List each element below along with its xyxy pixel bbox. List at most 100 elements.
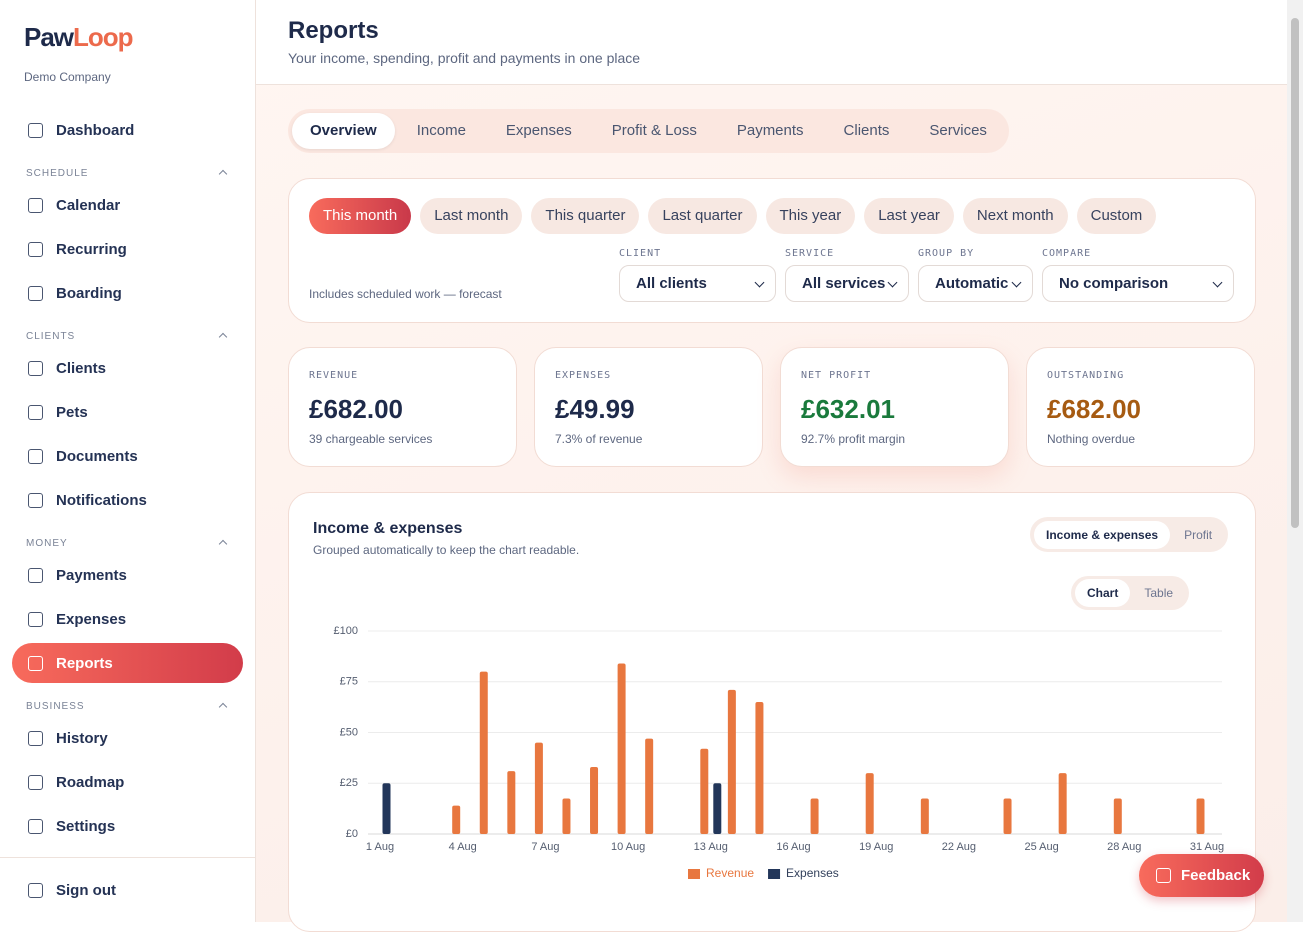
page-subtitle: Your income, spending, profit and paymen…	[288, 50, 641, 66]
x-tick-label: 22 Aug	[942, 841, 976, 853]
kpi-label: EXPENSES	[555, 370, 612, 381]
tab[interactable]: Payments	[736, 122, 804, 139]
y-tick-label: £75	[340, 676, 358, 688]
period-pill[interactable]: This quarter	[531, 198, 640, 234]
select-value: All clients	[636, 275, 707, 292]
nav-label: Expenses	[56, 610, 127, 628]
feedback-button[interactable]: Feedback	[1139, 854, 1264, 897]
sidebar: PawLoop Demo Company Dashboard SCHEDULE …	[0, 0, 256, 922]
kpi-sub: 92.7% profit margin	[801, 432, 906, 446]
nav-item[interactable]: History	[12, 718, 243, 758]
nav-item[interactable]: Roadmap	[12, 762, 243, 802]
tab[interactable]: Overview	[292, 113, 395, 149]
bar	[562, 798, 571, 834]
panel-title: Income & expenses	[313, 520, 463, 537]
select-value: All services	[802, 275, 886, 292]
period-pill[interactable]: Last month	[420, 198, 523, 234]
period-pill[interactable]: This year	[765, 198, 856, 234]
mode-option[interactable]: Income & expenses	[1034, 520, 1171, 549]
section-title: SCHEDULE	[26, 168, 89, 179]
view-toggle: Chart Table	[1071, 576, 1190, 610]
y-tick-label: £100	[334, 625, 358, 637]
nav-item[interactable]: Settings	[12, 806, 243, 846]
header	[256, 0, 1287, 85]
nav-label: Boarding	[56, 284, 122, 302]
tabs: Overview Income Expenses Profit & Loss Payme…	[288, 109, 1009, 153]
section-title: MONEY	[26, 538, 68, 549]
nav-item[interactable]: Pets	[12, 392, 243, 432]
nav-label: Payments	[56, 566, 127, 584]
y-tick-label: £25	[340, 777, 358, 789]
kpi-value: £632.01	[801, 394, 895, 424]
select[interactable]: Automatic	[918, 265, 1033, 302]
period-pill[interactable]: This month	[309, 198, 412, 234]
chevron	[1212, 277, 1223, 288]
kpi-label: REVENUE	[309, 370, 359, 381]
nav-item[interactable]: Expenses	[12, 599, 243, 639]
tab[interactable]: Income	[416, 122, 466, 139]
period-pill[interactable]: Next month	[962, 198, 1068, 234]
nav-label: Settings	[56, 817, 116, 835]
kpi-sub: 39 chargeable services	[309, 432, 433, 446]
section-title: BUSINESS	[26, 701, 85, 712]
kpi-value: £49.99	[555, 394, 635, 424]
nav-section[interactable]: MONEY	[26, 538, 230, 549]
kpi-label: NET PROFIT	[801, 370, 872, 381]
period-pill[interactable]: Last year	[864, 198, 954, 234]
x-tick-label: 10 Aug	[611, 841, 645, 853]
forecast-note: Includes scheduled work — forecast	[309, 287, 502, 301]
x-tick-label: 25 Aug	[1024, 841, 1058, 853]
select[interactable]: All services	[785, 265, 909, 302]
sign-out[interactable]: Sign out	[12, 870, 243, 910]
nav-item[interactable]: Payments	[12, 555, 243, 595]
kpi-label: OUTSTANDING	[1047, 370, 1125, 381]
x-tick-label: 19 Aug	[859, 841, 893, 853]
tab[interactable]: Expenses	[505, 122, 572, 139]
tab[interactable]: Clients	[843, 122, 890, 139]
nav-item[interactable]: Recurring	[12, 229, 243, 269]
tab[interactable]: Profit & Loss	[611, 122, 697, 139]
bar	[382, 783, 391, 834]
scrollbar	[1287, 0, 1303, 922]
chevron	[1011, 277, 1022, 288]
nav-item[interactable]: Reports	[12, 643, 243, 683]
filter-label: GROUP BY	[918, 248, 975, 259]
brand: PawLoop	[24, 22, 134, 53]
view-option[interactable]: Chart	[1075, 579, 1131, 607]
nav-section[interactable]: SCHEDULE	[26, 168, 230, 179]
kpi-value: £682.00	[309, 394, 403, 424]
legend-swatch	[688, 869, 700, 879]
bar	[479, 671, 488, 834]
button-label: Feedback	[1181, 867, 1251, 884]
kpi-card: EXPENSES £49.99 7.3% of revenue	[534, 347, 763, 467]
nav-label: Roadmap	[56, 773, 125, 791]
tab[interactable]: Services	[929, 122, 987, 139]
period-pill[interactable]: Custom	[1076, 198, 1157, 234]
legend-label: Expenses	[786, 866, 839, 880]
nav-section[interactable]: BUSINESS	[26, 701, 230, 712]
nav-item[interactable]: Dashboard	[12, 110, 243, 150]
bar	[727, 689, 736, 834]
period-pill[interactable]: Last quarter	[648, 198, 757, 234]
nav-item[interactable]: Clients	[12, 348, 243, 388]
kpi-sub: 7.3% of revenue	[555, 432, 643, 446]
nav-item[interactable]: Boarding	[12, 273, 243, 313]
y-tick-label: £50	[340, 726, 358, 738]
nav-section[interactable]: CLIENTS	[26, 331, 230, 342]
view-option[interactable]: Table	[1144, 586, 1174, 600]
nav-item[interactable]: Notifications	[12, 480, 243, 520]
mode-option[interactable]: Profit	[1184, 527, 1213, 542]
nav-label: Calendar	[56, 196, 121, 214]
legend-swatch	[768, 869, 781, 879]
company-name: Demo Company	[24, 70, 111, 84]
select[interactable]: All clients	[619, 265, 776, 302]
select[interactable]: No comparison	[1042, 265, 1234, 302]
x-tick-label: 4 Aug	[449, 841, 477, 853]
kpi-value: £682.00	[1047, 394, 1141, 424]
nav-item[interactable]: Documents	[12, 436, 243, 476]
nav-label: Clients	[56, 359, 107, 377]
bar	[1003, 798, 1012, 834]
bar	[713, 783, 722, 834]
nav-item[interactable]: Calendar	[12, 185, 243, 225]
